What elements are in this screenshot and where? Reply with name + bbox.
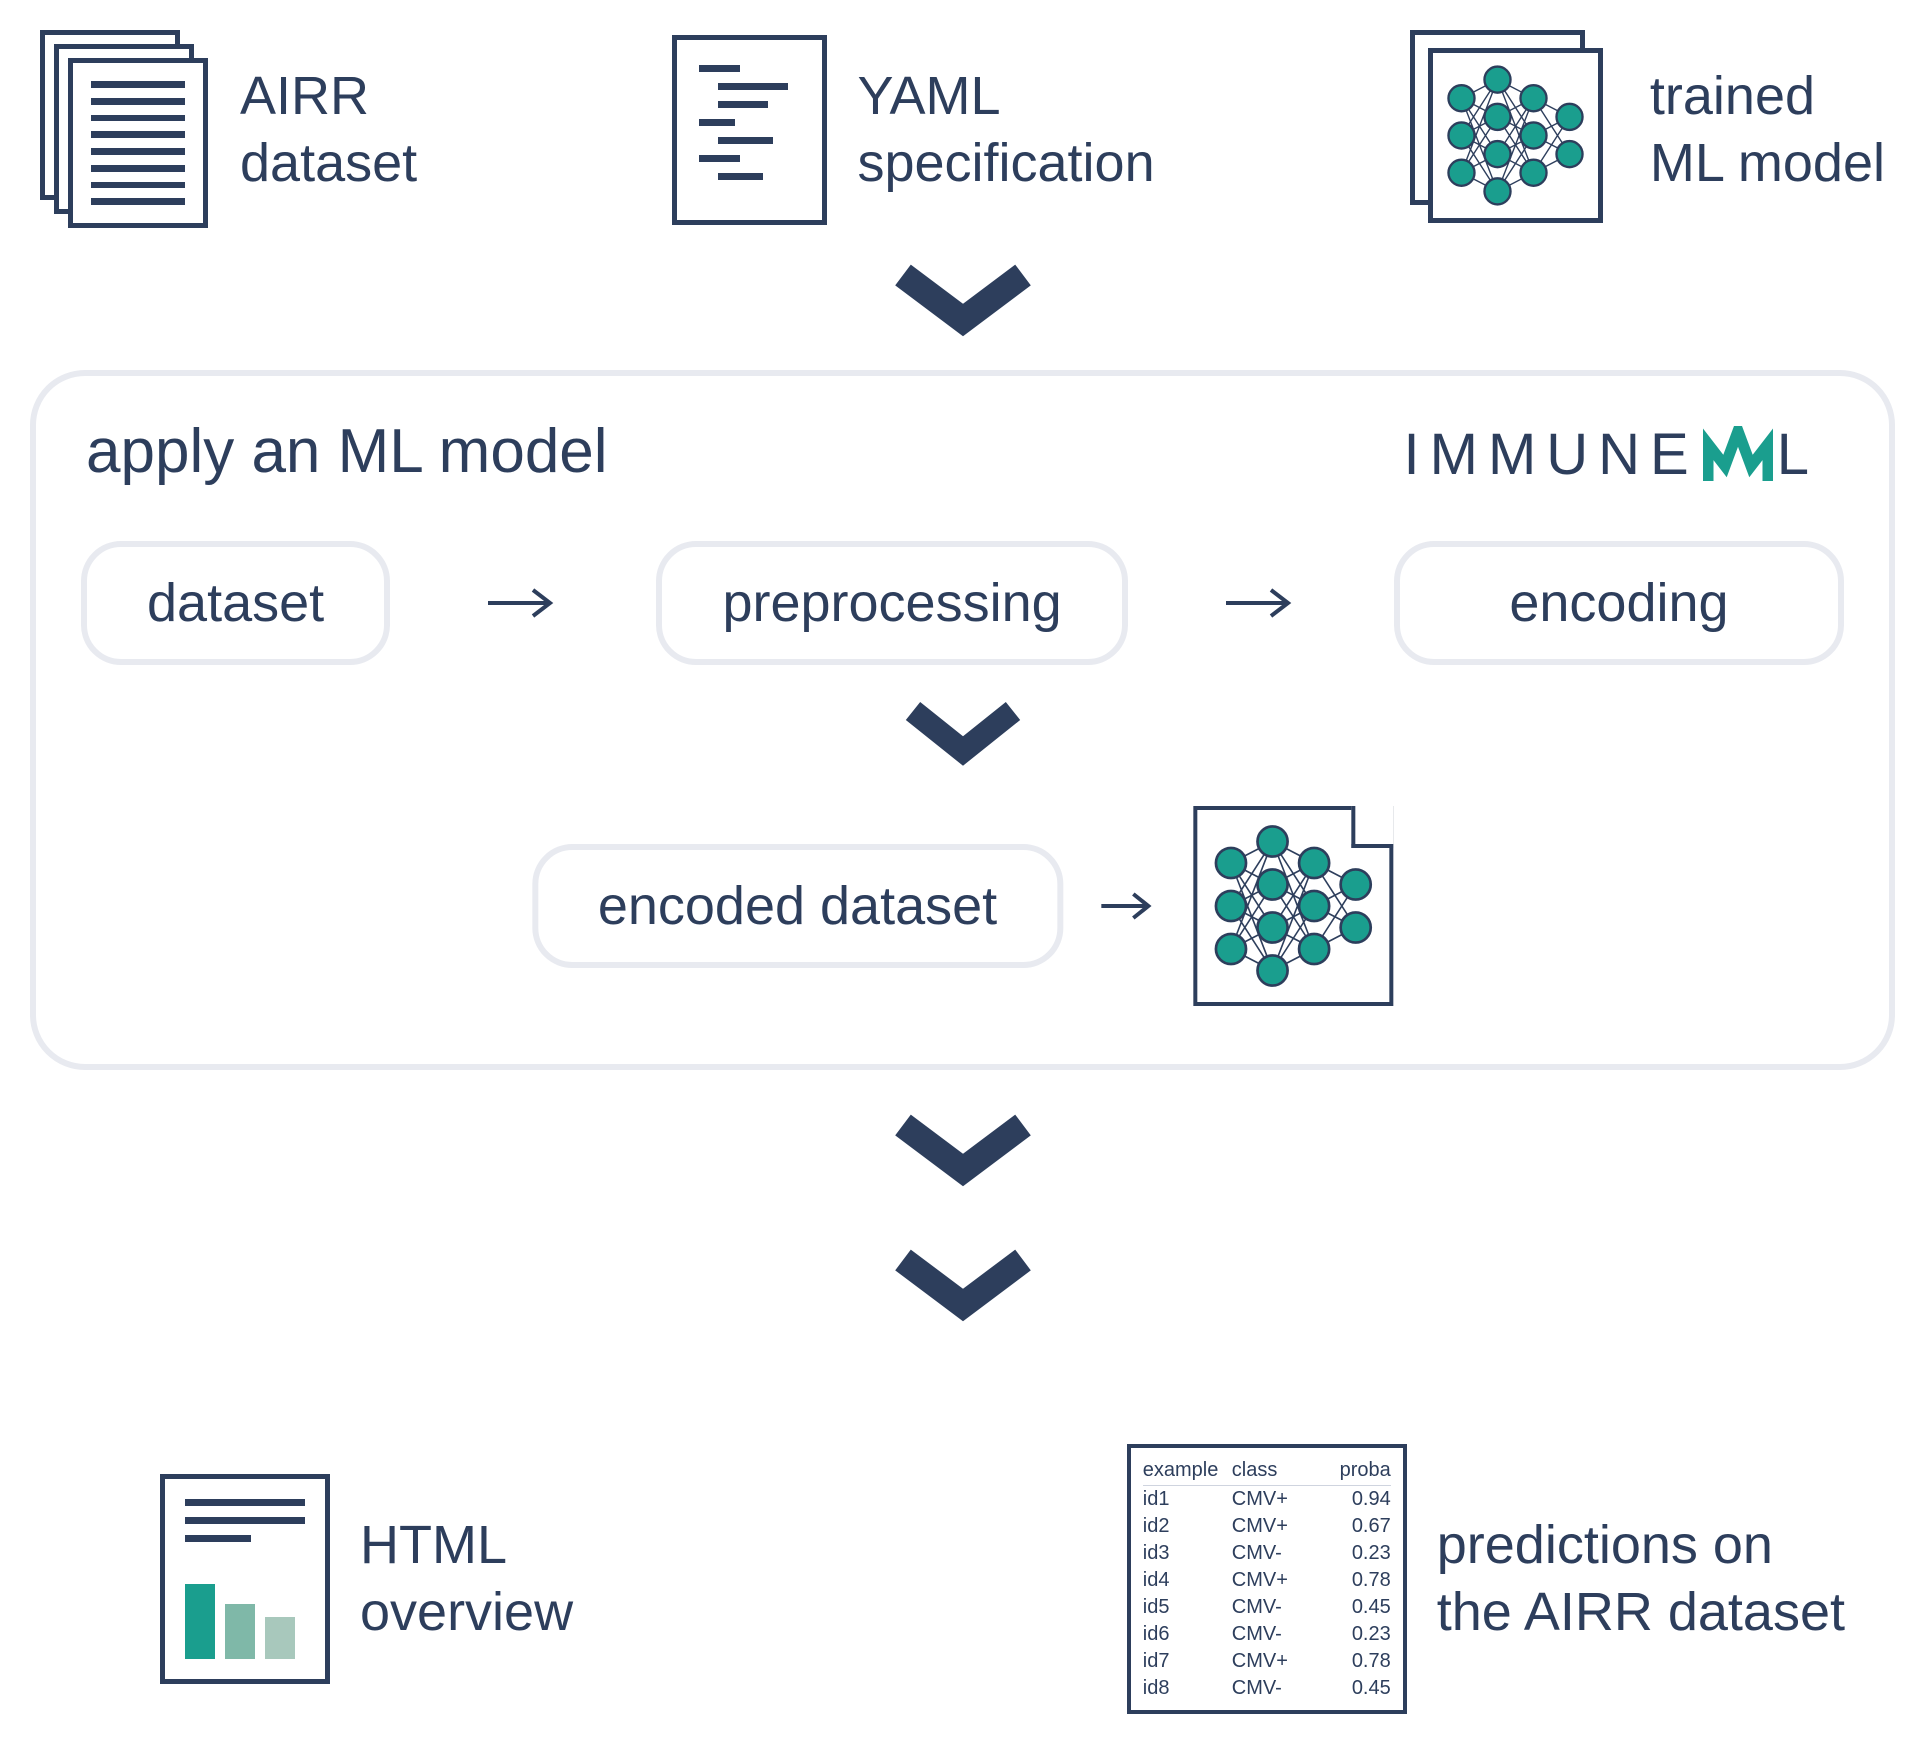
ml-model-doc-icon <box>1193 806 1393 1006</box>
yaml-input: YAML specification <box>672 35 1154 225</box>
brand-m-icon <box>1703 426 1773 484</box>
pill-encoded-dataset: encoded dataset <box>532 844 1063 968</box>
arrow-right-icon <box>478 578 568 628</box>
arrow-right-icon <box>1093 881 1163 931</box>
table-row: id3CMV-0.23 <box>1143 1540 1391 1567</box>
predictions-label: predictions on the AIRR dataset <box>1437 1512 1845 1647</box>
document-stack-icon <box>40 30 210 230</box>
neural-net-icon <box>1207 820 1379 992</box>
pill-dataset: dataset <box>81 541 390 665</box>
yaml-file-icon <box>672 35 827 225</box>
neural-net-icon <box>1441 61 1590 210</box>
yaml-label: YAML specification <box>857 63 1154 198</box>
table-row: id4CMV+0.78 <box>1143 1567 1391 1594</box>
model-label: trained ML model <box>1650 63 1885 198</box>
encoded-row: encoded dataset <box>532 806 1393 1006</box>
immuneml-logo: Immune L <box>1404 421 1819 488</box>
pipeline-row: dataset preprocessing encoding <box>81 541 1844 665</box>
pill-preprocessing: preprocessing <box>656 541 1127 665</box>
brand-pre: Immune <box>1404 421 1699 488</box>
html-line2: overview <box>360 1582 573 1642</box>
yaml-line2: specification <box>857 133 1154 193</box>
model-line2: ML model <box>1650 133 1885 193</box>
predictions-table-icon: example class proba id1CMV+0.94id2CMV+0.… <box>1127 1444 1407 1714</box>
html-label: HTML overview <box>360 1512 573 1647</box>
chevron-down-icon <box>883 1110 1043 1200</box>
pred-line1: predictions on <box>1437 1515 1773 1575</box>
chevron-down-icon <box>893 696 1033 776</box>
table-row: id2CMV+0.67 <box>1143 1513 1391 1540</box>
airr-line2: dataset <box>240 133 417 193</box>
table-row: id8CMV-0.45 <box>1143 1675 1391 1702</box>
html-output: HTML overview <box>160 1474 573 1684</box>
html-line1: HTML <box>360 1515 507 1575</box>
th-example: example <box>1143 1459 1213 1482</box>
chevron-down-icon <box>883 260 1043 350</box>
airr-line1: AIRR <box>240 66 369 126</box>
airr-label: AIRR dataset <box>240 63 417 198</box>
pred-line2: the AIRR dataset <box>1437 1582 1845 1642</box>
th-proba: proba <box>1331 1459 1391 1482</box>
arrow-right-icon <box>1216 578 1306 628</box>
html-report-icon <box>160 1474 330 1684</box>
airr-input: AIRR dataset <box>40 30 417 230</box>
outputs-row: HTML overview example class proba id1CMV… <box>160 1444 1845 1714</box>
table-row: id6CMV-0.23 <box>1143 1621 1391 1648</box>
apply-model-container: apply an ML model Immune L dataset prepr… <box>30 370 1895 1070</box>
yaml-line1: YAML <box>857 66 1000 126</box>
model-line1: trained <box>1650 66 1815 126</box>
pill-encoding: encoding <box>1394 541 1844 665</box>
chevron-down-icon <box>883 1245 1043 1335</box>
bar-chart-icon <box>185 1574 305 1659</box>
table-row: id7CMV+0.78 <box>1143 1648 1391 1675</box>
table-row: id5CMV-0.45 <box>1143 1594 1391 1621</box>
ml-model-stack-icon <box>1410 30 1620 230</box>
inputs-row: AIRR dataset YAML specification <box>40 20 1885 240</box>
predictions-output: example class proba id1CMV+0.94id2CMV+0.… <box>1127 1444 1845 1714</box>
model-input: trained ML model <box>1410 30 1885 230</box>
table-row: id1CMV+0.94 <box>1143 1486 1391 1513</box>
brand-post: L <box>1777 421 1819 488</box>
th-class: class <box>1232 1459 1312 1482</box>
